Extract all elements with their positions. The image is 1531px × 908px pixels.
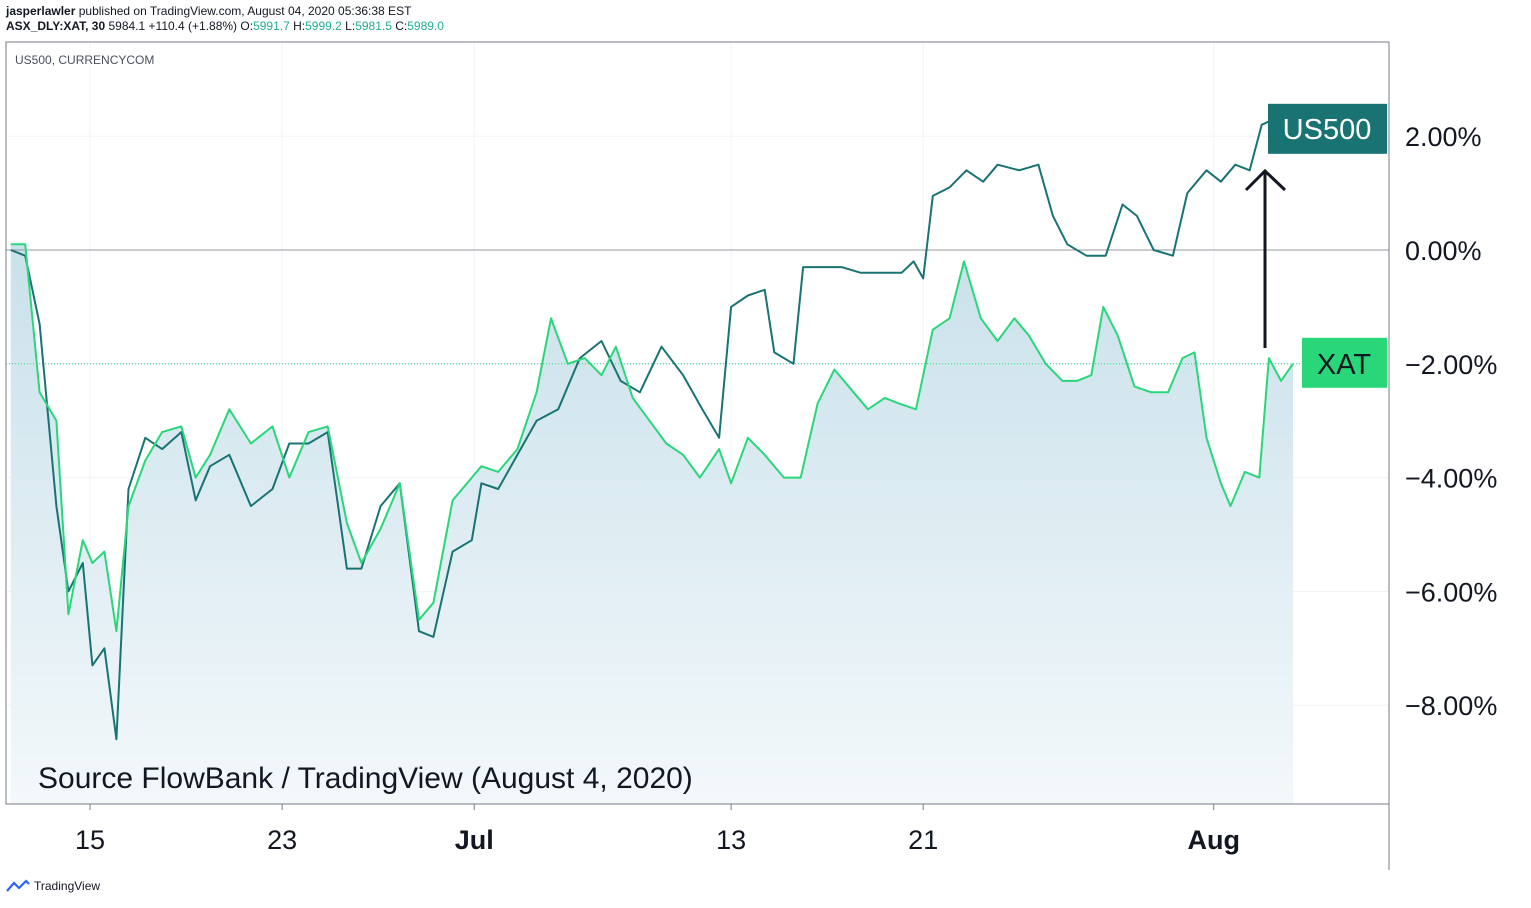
high-label: H: (293, 19, 306, 33)
open-value: 5991.7 (253, 19, 290, 33)
x-tick-label: Jul (455, 825, 494, 855)
source-note: Source FlowBank / TradingView (August 4,… (38, 762, 693, 795)
us500-tag-label: US500 (1283, 114, 1372, 146)
open-label: O: (240, 19, 254, 33)
xat-area-fill (10, 244, 1293, 805)
close-label: C: (395, 19, 408, 33)
low-label: L: (345, 19, 356, 33)
y-tick-label: −6.00% (1405, 577, 1497, 607)
x-tick-label: 23 (267, 825, 297, 855)
x-tick-label: 21 (908, 825, 938, 855)
x-tick-label: 13 (716, 825, 746, 855)
series-tags: US500 XAT (1268, 103, 1387, 388)
y-tick-label: 0.00% (1405, 236, 1482, 266)
y-tick-label: −4.00% (1405, 464, 1497, 494)
publisher-name[interactable]: jasperlawler (6, 4, 76, 18)
y-tick-label: −2.00% (1405, 350, 1497, 380)
close-value: 5989.0 (407, 19, 444, 33)
y-tick-label: −8.00% (1405, 691, 1497, 721)
y-tick-label: 2.00% (1405, 122, 1482, 152)
us500-tag (1268, 103, 1387, 154)
price-change: +110.4 (+1.88%) (148, 19, 238, 33)
last-price: 5984.1 (108, 19, 146, 33)
low-value: 5981.5 (355, 19, 392, 33)
arrow-annotation (1244, 168, 1287, 348)
published-text: published on TradingView.com, August 04,… (78, 4, 412, 18)
series-lines (10, 118, 1294, 741)
xat-tag-label: XAT (1317, 349, 1372, 381)
high-value: 5999.2 (305, 19, 342, 33)
tradingview-logo-icon (6, 879, 30, 892)
y-axis: 2.00% 0.00% −2.00% −4.00% −6.00% −8.00% (1405, 122, 1497, 721)
pane-label: US500, CURRENCYCOM (15, 53, 154, 67)
x-tick-label: 15 (75, 825, 105, 855)
symbol-label[interactable]: ASX_DLY:XAT, 30 (6, 19, 106, 33)
x-tick-label: Aug (1187, 825, 1239, 855)
xat-series-line (10, 243, 1294, 633)
xat-tag (1302, 337, 1387, 388)
footer-brand[interactable]: TradingView (34, 879, 101, 893)
footer: TradingView (6, 879, 100, 893)
chart-header: jasperlawler published on TradingView.co… (6, 4, 444, 34)
arrow-head (1244, 168, 1287, 192)
x-axis: 15 23 Jul 13 21 Aug (75, 804, 1240, 855)
us500-series-line (10, 118, 1284, 741)
